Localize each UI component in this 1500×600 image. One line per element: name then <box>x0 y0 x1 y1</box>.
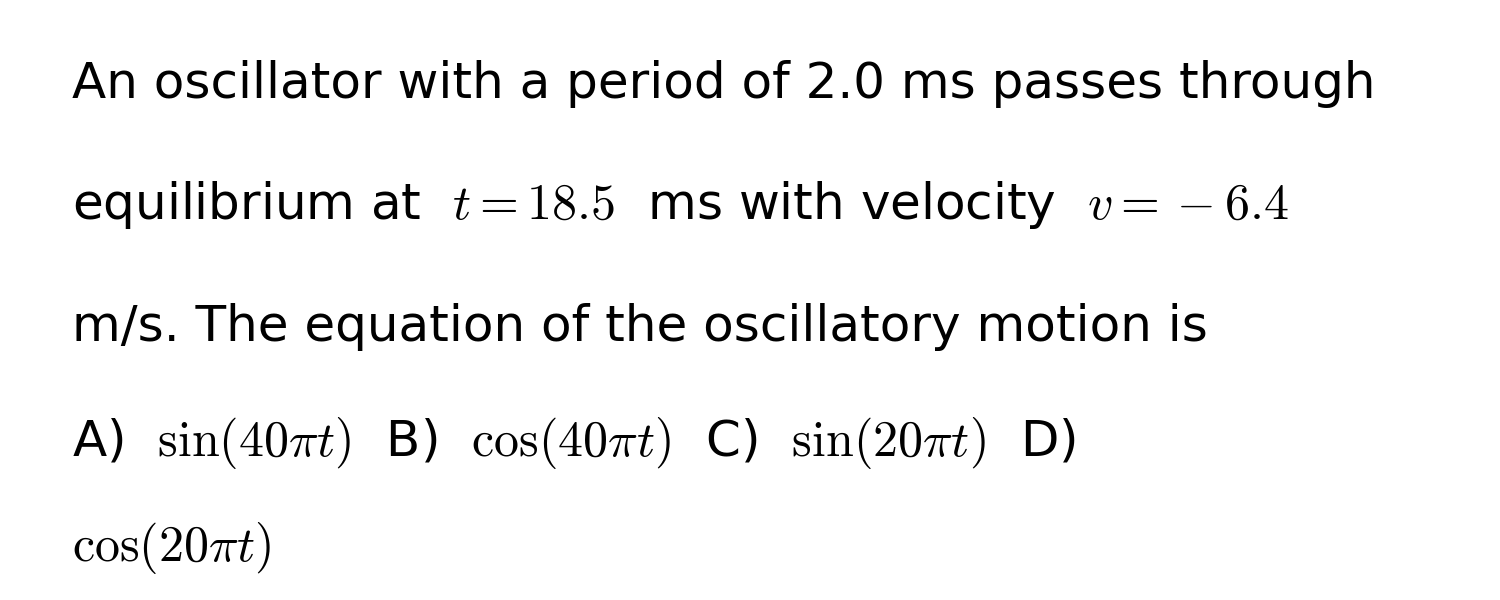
Text: equilibrium at  $t = 18.5$  ms with velocity  $v = -6.4$: equilibrium at $t = 18.5$ ms with veloci… <box>72 179 1288 231</box>
Text: $\cos(20\pi t)$: $\cos(20\pi t)$ <box>72 520 272 576</box>
Text: An oscillator with a period of 2.0 ms passes through: An oscillator with a period of 2.0 ms pa… <box>72 60 1376 108</box>
Text: m/s. The equation of the oscillatory motion is: m/s. The equation of the oscillatory mot… <box>72 303 1208 351</box>
Text: A)  $\sin(40\pi t)$  B)  $\cos(40\pi t)$  C)  $\sin(20\pi t)$  D): A) $\sin(40\pi t)$ B) $\cos(40\pi t)$ C)… <box>72 415 1076 471</box>
